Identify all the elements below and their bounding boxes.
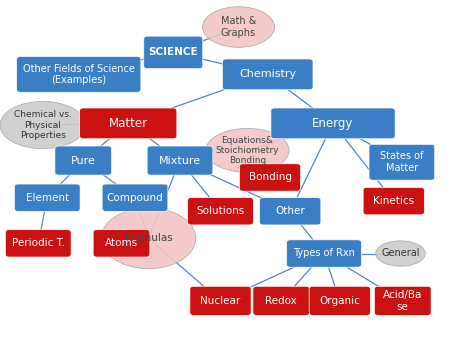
FancyBboxPatch shape xyxy=(188,197,253,225)
FancyBboxPatch shape xyxy=(55,146,112,175)
FancyBboxPatch shape xyxy=(374,286,431,315)
FancyBboxPatch shape xyxy=(369,144,435,180)
Text: Bonding: Bonding xyxy=(248,172,292,183)
Text: Matter: Matter xyxy=(109,117,148,130)
FancyBboxPatch shape xyxy=(309,286,370,315)
Text: Other Fields of Science
(Examples): Other Fields of Science (Examples) xyxy=(23,64,135,85)
FancyBboxPatch shape xyxy=(363,187,424,215)
Text: Mixture: Mixture xyxy=(159,155,201,166)
Text: Kinetics: Kinetics xyxy=(373,196,414,206)
FancyBboxPatch shape xyxy=(147,146,213,175)
FancyBboxPatch shape xyxy=(222,59,313,90)
Text: Periodic T.: Periodic T. xyxy=(12,238,65,248)
FancyBboxPatch shape xyxy=(80,108,177,139)
FancyBboxPatch shape xyxy=(102,184,168,212)
FancyBboxPatch shape xyxy=(239,164,301,191)
Text: Compound: Compound xyxy=(107,193,163,203)
Text: Acid/Ba
se: Acid/Ba se xyxy=(383,290,423,312)
FancyBboxPatch shape xyxy=(144,36,202,69)
Text: General: General xyxy=(381,248,420,259)
Text: Math &
Graphs: Math & Graphs xyxy=(221,16,256,38)
Text: Redox: Redox xyxy=(266,296,297,306)
FancyBboxPatch shape xyxy=(287,240,361,267)
FancyBboxPatch shape xyxy=(14,184,80,212)
Text: Chemical vs.
Physical
Properties: Chemical vs. Physical Properties xyxy=(14,110,72,140)
Text: Equations&
Stoichiometry
Bonding: Equations& Stoichiometry Bonding xyxy=(216,136,279,165)
FancyBboxPatch shape xyxy=(17,56,141,92)
Text: Other: Other xyxy=(275,206,305,216)
Ellipse shape xyxy=(0,101,86,149)
Text: Nuclear: Nuclear xyxy=(200,296,241,306)
Ellipse shape xyxy=(376,241,425,266)
Text: Atoms: Atoms xyxy=(105,238,138,248)
Ellipse shape xyxy=(202,7,274,47)
Text: Formulas: Formulas xyxy=(125,233,172,243)
FancyBboxPatch shape xyxy=(271,108,395,139)
Text: Chemistry: Chemistry xyxy=(239,69,296,79)
Text: Element: Element xyxy=(26,193,69,203)
FancyBboxPatch shape xyxy=(253,286,310,315)
Text: Energy: Energy xyxy=(312,117,354,130)
Ellipse shape xyxy=(101,208,196,269)
Text: Organic: Organic xyxy=(320,296,360,306)
Text: Pure: Pure xyxy=(71,155,96,166)
Text: Solutions: Solutions xyxy=(196,206,245,216)
Ellipse shape xyxy=(206,128,289,172)
FancyBboxPatch shape xyxy=(190,286,251,315)
Text: Types of Rxn: Types of Rxn xyxy=(293,248,355,259)
FancyBboxPatch shape xyxy=(5,230,71,257)
Text: SCIENCE: SCIENCE xyxy=(148,47,198,57)
Text: States of
Matter: States of Matter xyxy=(380,151,423,173)
FancyBboxPatch shape xyxy=(260,197,321,225)
FancyBboxPatch shape xyxy=(93,230,150,257)
